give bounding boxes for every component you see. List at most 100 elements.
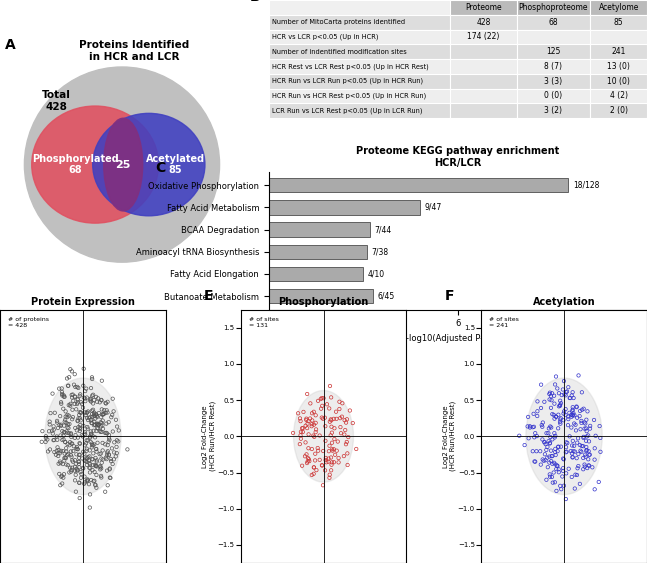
Point (525, 423, 535, 432)
Point (579, 424, 589, 433)
Point (546, 423, 556, 432)
Point (545, 388, 555, 397)
Point (66, 432, 76, 441)
Point (74, 478, 84, 487)
Point (93, 438, 103, 447)
Point (85, 416, 96, 425)
Point (56, 422, 66, 431)
Point (342, 437, 352, 446)
Point (54, 449, 65, 458)
Point (562, 387, 572, 396)
Ellipse shape (104, 118, 143, 211)
Point (91, 483, 102, 492)
Point (565, 394, 575, 403)
Bar (516, 74, 590, 88)
Point (98, 416, 108, 425)
Point (60, 453, 71, 462)
Point (57, 436, 67, 445)
Point (329, 435, 340, 444)
Point (581, 443, 591, 452)
Point (72, 466, 83, 475)
Text: 13 (0): 13 (0) (607, 62, 630, 71)
Point (325, 470, 335, 479)
Point (318, 446, 329, 455)
Point (111, 415, 121, 425)
Point (86, 430, 96, 439)
Point (582, 427, 592, 436)
Point (297, 461, 307, 470)
Point (96, 449, 106, 458)
Text: 68: 68 (549, 17, 558, 26)
Point (72, 395, 83, 404)
Point (300, 452, 310, 461)
Point (581, 424, 591, 433)
Point (53, 452, 63, 461)
Point (89, 408, 100, 417)
Point (553, 461, 563, 470)
Bar (269, 222, 369, 237)
Point (329, 424, 340, 433)
Point (70, 476, 80, 485)
Point (555, 401, 565, 410)
Point (74, 463, 85, 472)
Point (582, 432, 592, 441)
Point (333, 437, 343, 446)
Text: 6/45: 6/45 (378, 292, 395, 301)
Point (326, 416, 336, 425)
Point (555, 419, 565, 428)
Point (82, 476, 93, 485)
Point (91, 453, 101, 462)
Point (105, 473, 115, 482)
Text: Number of indentified modification sites: Number of indentified modification sites (272, 48, 406, 55)
Point (329, 458, 339, 467)
Point (68, 457, 78, 466)
Point (48, 429, 58, 438)
Point (545, 439, 555, 448)
Point (57, 390, 67, 399)
Point (549, 433, 560, 442)
Point (87, 455, 98, 464)
Point (576, 418, 587, 427)
Point (326, 460, 336, 469)
Point (563, 412, 573, 421)
Title: Phosphorylation: Phosphorylation (278, 297, 369, 307)
Point (553, 443, 564, 452)
Bar (590, 0, 647, 15)
Point (595, 434, 606, 443)
Point (336, 428, 346, 437)
Point (536, 421, 547, 430)
Point (70, 462, 80, 471)
Point (558, 464, 568, 473)
Point (60, 412, 71, 421)
Text: Number of MitoCarta proteins identified: Number of MitoCarta proteins identified (272, 19, 405, 25)
Point (567, 406, 578, 415)
Point (329, 445, 339, 454)
Text: 85: 85 (614, 17, 624, 26)
Point (530, 428, 540, 437)
Point (75, 425, 85, 434)
Point (578, 434, 589, 443)
Point (341, 440, 351, 449)
Point (61, 447, 71, 456)
Point (538, 418, 548, 427)
Point (80, 394, 90, 403)
Point (89, 417, 100, 426)
Point (74, 410, 84, 419)
Point (326, 422, 336, 431)
Text: 7/38: 7/38 (371, 247, 388, 256)
Point (87, 406, 97, 415)
Point (107, 394, 118, 403)
Point (529, 433, 540, 442)
Title: Acetylation: Acetylation (532, 297, 595, 307)
Point (551, 450, 561, 459)
Point (78, 432, 88, 441)
Bar (269, 244, 367, 259)
Point (102, 406, 112, 415)
Point (98, 455, 108, 464)
Point (61, 454, 71, 463)
Point (89, 477, 99, 486)
Point (578, 432, 589, 441)
Point (68, 396, 78, 405)
Point (50, 450, 61, 459)
Ellipse shape (32, 106, 159, 223)
